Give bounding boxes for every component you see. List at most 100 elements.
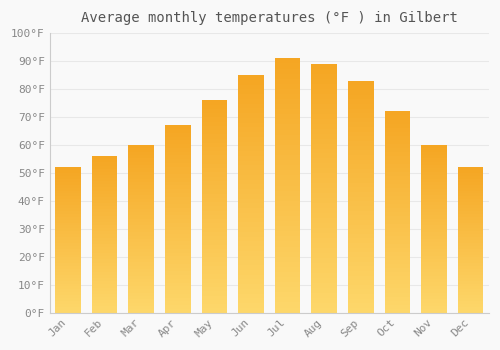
Bar <box>165 197 190 200</box>
Bar <box>165 215 190 219</box>
Bar <box>312 223 337 228</box>
Bar <box>55 307 81 310</box>
Bar <box>238 232 264 237</box>
Bar <box>312 89 337 94</box>
Bar <box>55 295 81 298</box>
Bar <box>202 185 227 189</box>
Bar <box>421 172 447 175</box>
Bar <box>421 266 447 269</box>
Bar <box>348 141 374 146</box>
Bar <box>92 259 118 262</box>
Bar <box>128 215 154 219</box>
Bar <box>128 256 154 259</box>
Bar <box>384 224 410 228</box>
Bar <box>421 202 447 205</box>
Bar <box>458 295 483 298</box>
Bar <box>384 232 410 236</box>
Bar <box>421 145 447 148</box>
Bar <box>275 140 300 145</box>
Bar <box>165 182 190 186</box>
Bar <box>202 100 227 105</box>
Bar <box>128 259 154 262</box>
Bar <box>92 200 118 203</box>
Bar <box>55 167 81 170</box>
Bar <box>312 308 337 313</box>
Bar <box>55 228 81 231</box>
Bar <box>384 285 410 288</box>
Bar <box>55 275 81 278</box>
Bar <box>275 231 300 236</box>
Bar <box>348 303 374 308</box>
Bar <box>165 178 190 182</box>
Bar <box>458 214 483 217</box>
Bar <box>348 94 374 99</box>
Bar <box>275 160 300 165</box>
Bar <box>458 202 483 205</box>
Bar <box>128 249 154 252</box>
Bar <box>92 228 118 231</box>
Bar <box>312 134 337 139</box>
Bar <box>312 178 337 183</box>
Bar <box>202 164 227 168</box>
Bar <box>348 289 374 294</box>
Bar <box>275 119 300 125</box>
Bar <box>238 156 264 161</box>
Bar <box>165 152 190 155</box>
Bar <box>238 89 264 94</box>
Bar <box>202 304 227 308</box>
Bar <box>348 299 374 303</box>
Bar <box>348 308 374 313</box>
Bar <box>128 155 154 159</box>
Bar <box>165 219 190 223</box>
Bar <box>238 203 264 208</box>
Bar <box>202 121 227 126</box>
Bar <box>128 165 154 168</box>
Bar <box>92 234 118 238</box>
Bar <box>55 211 81 214</box>
Bar <box>92 250 118 253</box>
Bar <box>202 262 227 266</box>
Bar <box>275 125 300 130</box>
Bar <box>238 118 264 122</box>
Bar <box>348 132 374 136</box>
Bar <box>202 189 227 194</box>
Bar <box>348 174 374 178</box>
Bar <box>421 162 447 165</box>
Bar <box>165 283 190 286</box>
Bar <box>312 154 337 159</box>
Bar <box>384 168 410 172</box>
Bar <box>165 148 190 152</box>
Bar <box>202 109 227 113</box>
Bar <box>92 194 118 197</box>
Bar <box>348 215 374 220</box>
Bar <box>384 304 410 309</box>
Bar <box>202 215 227 219</box>
Bar <box>384 228 410 232</box>
Bar <box>238 113 264 118</box>
Bar <box>384 288 410 293</box>
Bar <box>238 275 264 279</box>
Bar <box>128 195 154 199</box>
Bar <box>458 304 483 307</box>
Bar <box>275 206 300 211</box>
Bar <box>458 307 483 310</box>
Bar <box>238 194 264 199</box>
Bar <box>238 303 264 308</box>
Bar <box>128 299 154 303</box>
Bar <box>275 145 300 150</box>
Bar <box>348 197 374 201</box>
Bar <box>238 237 264 242</box>
Bar <box>421 155 447 159</box>
Bar <box>92 172 118 175</box>
Bar <box>421 168 447 172</box>
Bar <box>55 272 81 275</box>
Bar <box>458 292 483 295</box>
Bar <box>55 289 81 292</box>
Bar <box>312 139 337 143</box>
Bar <box>238 218 264 222</box>
Bar <box>421 185 447 189</box>
Bar <box>55 188 81 191</box>
Bar <box>238 180 264 184</box>
Bar <box>421 209 447 212</box>
Bar <box>275 94 300 99</box>
